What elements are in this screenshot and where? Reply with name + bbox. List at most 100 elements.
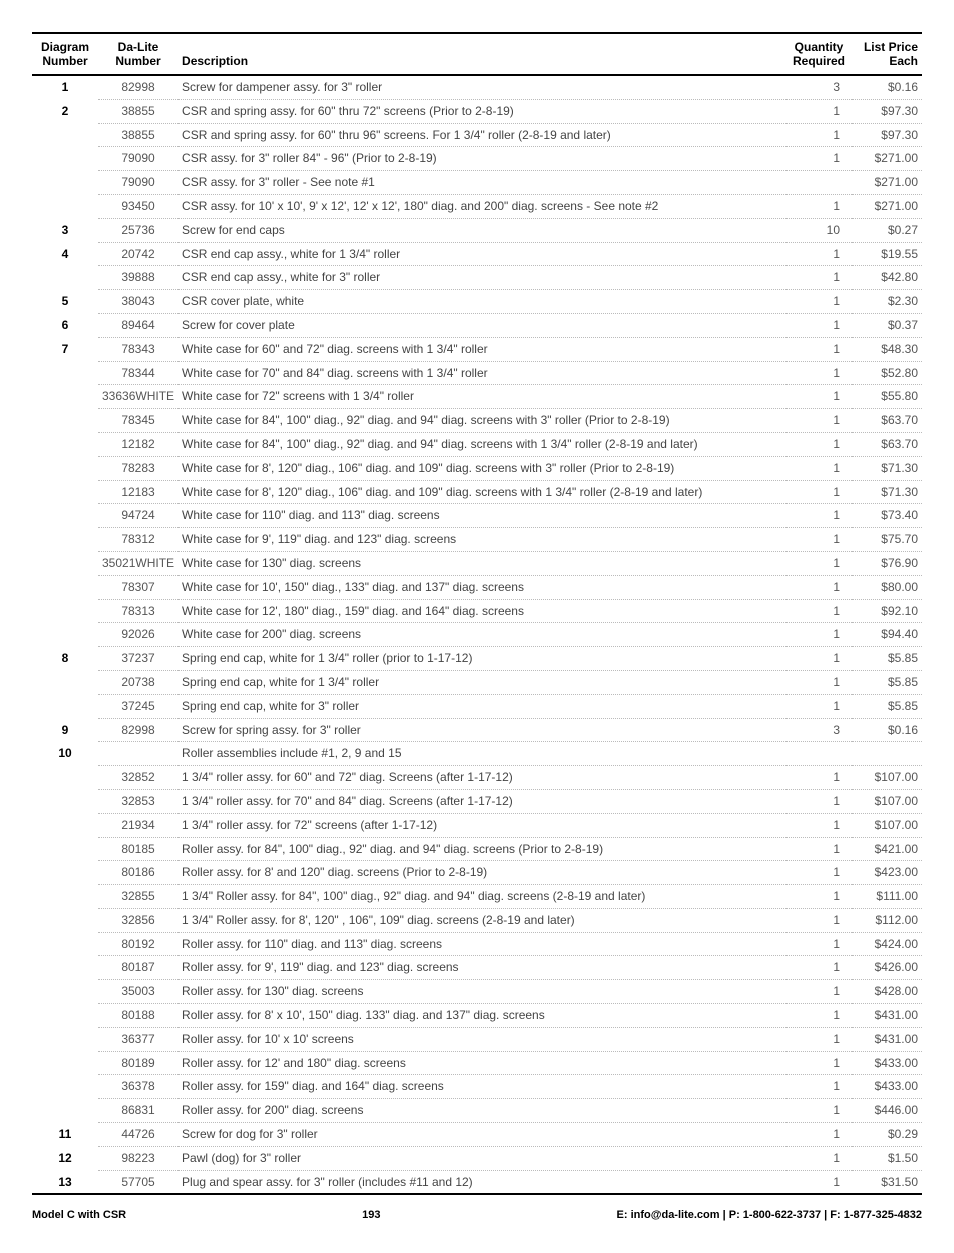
cell-price: $75.70 [852,528,922,552]
cell-description: CSR assy. for 3" roller - See note #1 [178,171,786,195]
cell-description: Spring end cap, white for 1 3/4" roller … [178,647,786,671]
table-row: 1357705Plug and spear assy. for 3" rolle… [32,1170,922,1193]
cell-price: $94.40 [852,623,922,647]
table-row: 538043CSR cover plate, white1$2.30 [32,290,922,314]
table-row: 93450CSR assy. for 10' x 10', 9' x 12', … [32,194,922,218]
cell-dalite-number: 44726 [98,1123,178,1147]
cell-price: $48.30 [852,337,922,361]
cell-description: Roller assy. for 10' x 10' screens [178,1027,786,1051]
cell-description: CSR and spring assy. for 60" thru 96" sc… [178,123,786,147]
cell-diagram-number [32,266,98,290]
cell-quantity: 1 [786,266,852,290]
cell-description: CSR end cap assy., white for 3" roller [178,266,786,290]
cell-dalite-number: 78283 [98,456,178,480]
cell-price: $421.00 [852,837,922,861]
table-row: 689464Screw for cover plate1$0.37 [32,313,922,337]
cell-price: $431.00 [852,1004,922,1028]
cell-description: Screw for dog for 3" roller [178,1123,786,1147]
cell-description: Roller assy. for 12' and 180" diag. scre… [178,1051,786,1075]
cell-dalite-number: 78313 [98,599,178,623]
cell-description: CSR assy. for 10' x 10', 9' x 12', 12' x… [178,194,786,218]
cell-quantity: 1 [786,575,852,599]
cell-price: $0.16 [852,718,922,742]
cell-quantity: 3 [786,718,852,742]
cell-quantity: 1 [786,1170,852,1193]
cell-dalite-number: 80192 [98,932,178,956]
cell-dalite-number: 39888 [98,266,178,290]
table-row: 78313White case for 12', 180" diag., 159… [32,599,922,623]
cell-diagram-number [32,385,98,409]
cell-price: $19.55 [852,242,922,266]
cell-description: Roller assy. for 159" diag. and 164" dia… [178,1075,786,1099]
table-row: 79090CSR assy. for 3" roller 84" - 96" (… [32,147,922,171]
cell-quantity: 1 [786,337,852,361]
cell-diagram-number [32,528,98,552]
cell-description: CSR assy. for 3" roller 84" - 96" (Prior… [178,147,786,171]
cell-dalite-number: 80187 [98,956,178,980]
cell-diagram-number [32,670,98,694]
cell-price: $97.30 [852,123,922,147]
cell-description: 1 3/4" Roller assy. for 84", 100" diag.,… [178,885,786,909]
cell-quantity: 1 [786,813,852,837]
cell-price: $107.00 [852,766,922,790]
cell-price: $31.50 [852,1170,922,1193]
cell-dalite-number: 79090 [98,147,178,171]
cell-price: $112.00 [852,908,922,932]
cell-diagram-number [32,789,98,813]
cell-quantity: 1 [786,647,852,671]
cell-diagram-number [32,1099,98,1123]
cell-description: Screw for dampener assy. for 3" roller [178,75,786,99]
cell-description: Roller assemblies include #1, 2, 9 and 1… [178,742,786,766]
cell-description: Pawl (dog) for 3" roller [178,1146,786,1170]
cell-quantity: 1 [786,194,852,218]
parts-table-container: DiagramNumber Da-LiteNumber Description … [32,32,922,1195]
cell-price: $76.90 [852,551,922,575]
table-row: 20738Spring end cap, white for 1 3/4" ro… [32,670,922,694]
cell-quantity: 1 [786,385,852,409]
cell-quantity: 1 [786,766,852,790]
cell-dalite-number: 36378 [98,1075,178,1099]
table-row: 37245Spring end cap, white for 3" roller… [32,694,922,718]
cell-quantity [786,171,852,195]
cell-diagram-number [32,1004,98,1028]
cell-diagram-number: 13 [32,1170,98,1193]
cell-diagram-number: 9 [32,718,98,742]
cell-diagram-number [32,694,98,718]
cell-dalite-number: 37245 [98,694,178,718]
cell-price: $271.00 [852,171,922,195]
cell-quantity: 1 [786,599,852,623]
table-row: 78283White case for 8', 120" diag., 106"… [32,456,922,480]
page-footer: Model C with CSR 193 E: info@da-lite.com… [32,1209,922,1221]
cell-dalite-number: 98223 [98,1146,178,1170]
cell-diagram-number [32,861,98,885]
cell-quantity: 1 [786,861,852,885]
table-row: 982998Screw for spring assy. for 3" roll… [32,718,922,742]
cell-diagram-number [32,123,98,147]
cell-price: $107.00 [852,789,922,813]
table-row: 1144726Screw for dog for 3" roller1$0.29 [32,1123,922,1147]
cell-quantity: 1 [786,432,852,456]
cell-quantity: 1 [786,1075,852,1099]
cell-price: $428.00 [852,980,922,1004]
cell-quantity: 1 [786,1123,852,1147]
cell-price [852,742,922,766]
header-dalite-number: Da-LiteNumber [98,34,178,75]
table-row: 36377Roller assy. for 10' x 10' screens1… [32,1027,922,1051]
cell-description: Roller assy. for 200" diag. screens [178,1099,786,1123]
cell-diagram-number [32,456,98,480]
cell-quantity: 1 [786,956,852,980]
cell-price: $271.00 [852,194,922,218]
cell-dalite-number: 86831 [98,1099,178,1123]
cell-quantity: 1 [786,409,852,433]
cell-diagram-number [32,1051,98,1075]
cell-description: 1 3/4" roller assy. for 60" and 72" diag… [178,766,786,790]
cell-price: $0.29 [852,1123,922,1147]
table-row: 94724White case for 110" diag. and 113" … [32,504,922,528]
cell-quantity: 1 [786,147,852,171]
cell-dalite-number: 32856 [98,908,178,932]
cell-description: White case for 130" diag. screens [178,551,786,575]
cell-price: $73.40 [852,504,922,528]
cell-price: $52.80 [852,361,922,385]
cell-dalite-number: 20738 [98,670,178,694]
cell-dalite-number: 78307 [98,575,178,599]
